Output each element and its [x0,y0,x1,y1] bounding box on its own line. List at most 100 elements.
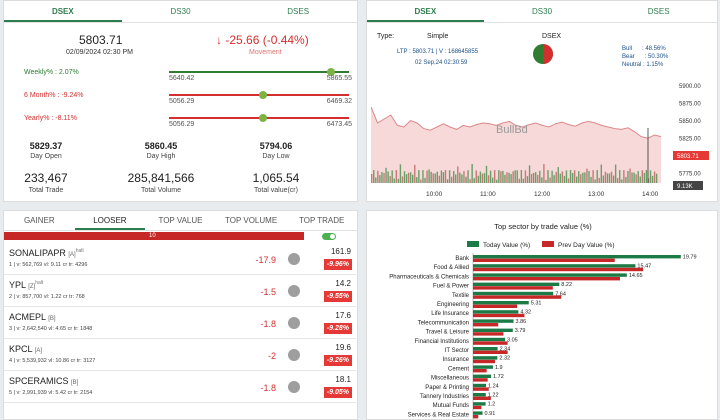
tab-dsex[interactable]: DSEX [367,1,484,22]
toggle-switch[interactable] [322,233,336,240]
volume-bar [467,170,469,183]
day-stat-label: Day High [146,153,176,160]
bar-prev [473,350,508,354]
intraday-chart: BullBd5900.005875.005850.005825.005800.0… [371,73,709,198]
bar-today [473,383,487,388]
comment-icon[interactable] [288,253,300,265]
category-label: Fuel & Power [433,284,469,290]
volume-bar [584,172,586,183]
volume-bar [545,179,547,183]
bar-value-label: 8.22 [561,282,572,288]
volume-bar [571,173,574,183]
stock-price: 18.1 [335,375,351,384]
volume-bar [547,170,549,183]
volume-bar [426,170,428,183]
tab-dses[interactable]: DSES [287,7,310,16]
mover-row[interactable]: KPCL [A] 4 | v: 5,539,932 vl: 10.86 cr tr… [4,340,356,371]
volume-bar [551,170,553,183]
bar-prev [473,341,508,345]
tab-dsex[interactable]: DSEX [4,1,122,22]
volume-bar [481,173,484,183]
bar-prev [473,369,487,373]
volume-bar [608,173,611,183]
total-stat: 1,065.54 Total value(cr) [226,171,326,194]
volume-bar [565,170,568,183]
volume-bar [592,170,594,183]
stock-category: [B] [71,380,79,386]
bar-today [473,282,560,286]
category-label: Paper & Printing [425,385,469,391]
volume-bar [416,177,418,183]
chart-index-name: DSEX [542,33,562,40]
volume-bar [459,172,461,183]
mover-row[interactable]: ACMEPL [B] 3 | v: 2,642,540 vl: 4.65 cr t… [4,308,356,339]
comment-icon[interactable] [288,317,300,329]
volume-bar [444,170,447,183]
volume-bar [430,171,432,183]
bar-prev [473,415,479,419]
tab-ds30[interactable]: DS30 [170,7,191,16]
total-stat: 285,841,566 Total Volume [111,171,211,194]
volume-bar [594,179,596,183]
tab-dses[interactable]: DSES [647,7,670,16]
range-track [169,114,349,122]
stock-name: SONALIPAPR [A]halt [9,248,84,258]
stock-pct-badge: -9.05% [323,387,352,398]
movement-label: Movement [249,49,282,56]
tab-top-value[interactable]: TOP VALUE [158,216,203,225]
bar-today [473,347,498,351]
volume-bar [541,177,543,183]
index-datetime: 02/09/2024 02:30 PM [66,49,133,56]
day-stat-label: Day Open [30,153,62,160]
tab-looser[interactable]: LOOSER [74,211,146,230]
volume-bar [420,179,422,183]
stock-detail: 3 | v: 2,642,540 vl: 4.65 cr tr: 1848 [9,326,93,332]
volume-bar [516,170,518,183]
y-tick-label: 5850.00 [679,119,701,125]
volume-bar [641,170,643,183]
bar-prev [473,396,491,400]
halt-tag: halt [35,280,44,286]
volume-bar [496,179,498,183]
bar-prev [473,313,525,318]
volume-bar [450,176,453,183]
chart-type-select[interactable]: Simple [427,33,449,40]
tab-top-trade[interactable]: TOP TRADE [298,216,345,225]
day-stat: 5829.37 Day Open [4,141,96,160]
tab-ds30[interactable]: DS30 [532,7,553,16]
volume-bar [403,171,406,183]
bar-prev [473,267,644,272]
chart-watermark: BullBd [496,124,528,136]
mover-row[interactable]: YPL [Z]halt 2 | v: 857,700 vl: 1.22 cr tr… [4,276,356,307]
volume-bar [395,170,397,183]
volume-bar [553,175,555,183]
bar-today [473,411,483,415]
tab-top-volume[interactable]: TOP VOLUME [224,216,278,225]
bar-prev [473,387,489,391]
volume-bar [535,172,537,183]
mover-row[interactable]: SPCERAMICS [B] 5 | v: 2,991,939 vl: 5.42 … [4,372,356,403]
volume-bar [602,175,605,183]
comment-icon[interactable] [288,349,300,361]
volume-bar [532,172,535,183]
volume-bar [422,170,424,183]
volume-bar [625,176,627,183]
day-stat: 5860.45 Day High [111,141,211,160]
stock-pct-badge: -9.96% [323,259,352,270]
comment-icon[interactable] [288,285,300,297]
stock-price: 161.9 [330,247,351,256]
volume-bar [514,170,516,183]
bar-prev [473,405,482,410]
total-stat: 233,467 Total Trade [4,171,96,194]
tab-gainer[interactable]: GAINER [23,216,55,225]
bar-today [473,393,486,397]
mover-row[interactable]: SONALIPAPR [A]halt 1 | v: 562,769 vl: 9.1… [4,244,356,275]
volume-bar [475,170,477,183]
stock-price: 14.2 [335,279,351,288]
comment-icon[interactable] [288,381,300,393]
day-stat-value: 5829.37 [29,141,63,151]
bar-today [473,273,627,277]
range-low: 5056.29 [169,121,195,128]
stock-name: YPL [Z]halt [9,280,43,290]
stock-change: -2 [267,351,276,361]
